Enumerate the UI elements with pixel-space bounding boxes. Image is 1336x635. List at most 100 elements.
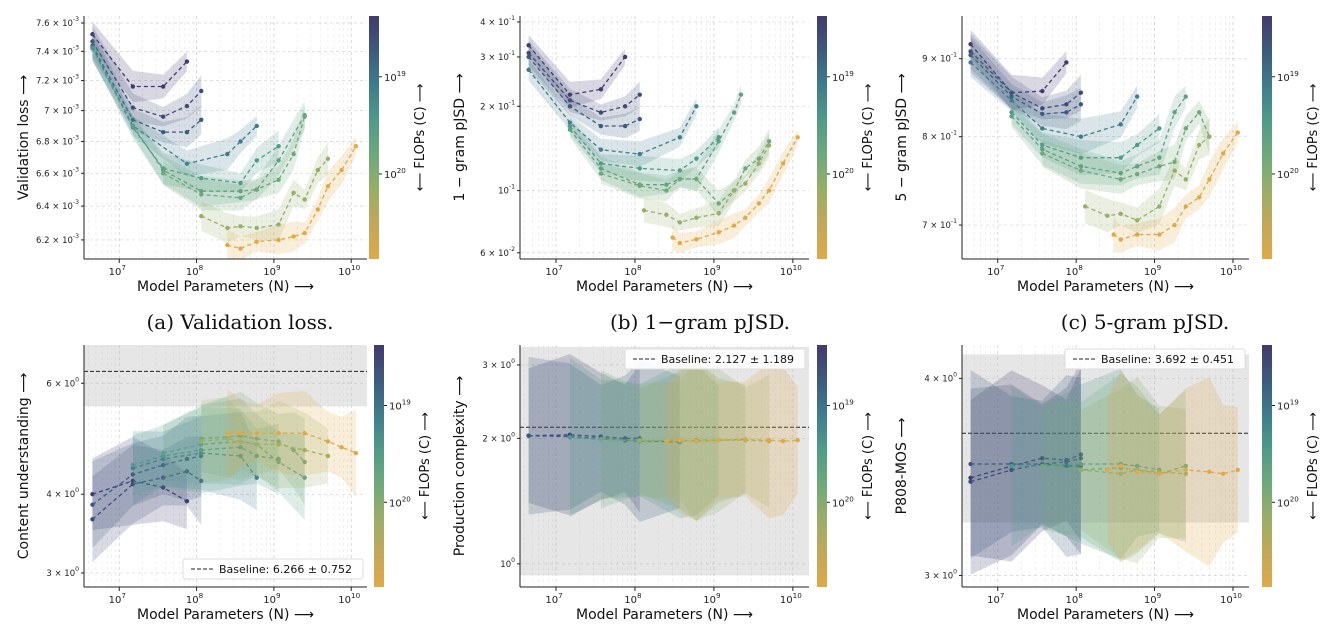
data-point <box>1040 106 1045 111</box>
data-point <box>968 49 973 54</box>
series-band <box>528 44 640 139</box>
data-point <box>637 92 642 97</box>
colorbar: 1019 1020 ⟵ FLOPs (C) ⟶ <box>1262 16 1321 259</box>
data-point <box>780 438 786 444</box>
data-point <box>1118 177 1123 182</box>
data-point <box>743 215 748 220</box>
data-point <box>622 123 628 129</box>
data-point <box>526 67 531 72</box>
data-point <box>1183 204 1188 209</box>
series-line <box>227 432 357 454</box>
data-point <box>766 139 772 144</box>
series-band <box>132 406 279 495</box>
data-point <box>1082 204 1088 209</box>
baseline-band <box>520 346 809 576</box>
y-axis-label: 5 − gram pJSD ⟶ <box>894 73 910 201</box>
data-point <box>276 222 281 227</box>
data-point <box>637 437 642 443</box>
data-point <box>160 114 166 119</box>
series-band <box>201 397 328 488</box>
data-point <box>637 183 642 189</box>
y-tick-label: 4 × 100 <box>46 487 79 500</box>
data-point <box>90 32 95 37</box>
data-point <box>254 225 259 231</box>
data-point <box>598 123 604 129</box>
data-point <box>1078 164 1084 169</box>
data-point <box>1157 204 1162 209</box>
y-tick-label: 10-1 <box>498 184 515 197</box>
x-tick-label: 108 <box>1066 591 1084 606</box>
x-tick-label: 109 <box>263 263 281 278</box>
data-point <box>254 475 259 480</box>
colorbar: 1019 1020 ⟵ FLOPs (C) ⟶ <box>374 345 433 587</box>
data-point <box>225 430 230 436</box>
x-tick-label: 1010 <box>338 263 360 278</box>
data-point <box>567 98 573 103</box>
x-tick-label: 1010 <box>780 263 802 278</box>
data-point <box>353 144 359 149</box>
colorbar-gradient <box>1262 16 1272 259</box>
data-point <box>1009 90 1014 95</box>
data-point <box>184 103 190 109</box>
data-point <box>184 469 190 474</box>
data-point <box>325 439 331 444</box>
data-point <box>1157 164 1162 169</box>
data-point <box>130 105 136 110</box>
series-band <box>528 40 640 121</box>
data-point <box>199 192 204 197</box>
data-point <box>694 176 699 182</box>
legend-box <box>1064 348 1246 370</box>
data-point <box>315 167 321 173</box>
caption-b: (b) 1−gram pJSD. <box>609 310 791 334</box>
data-point <box>1009 94 1014 99</box>
y-tick-label: 6 × 10-2 <box>480 246 515 259</box>
colorbar-gradient <box>817 345 827 587</box>
data-point <box>664 212 669 217</box>
data-point <box>1105 213 1110 218</box>
series-line <box>970 453 1082 479</box>
data-point <box>526 54 531 60</box>
data-point <box>353 450 359 456</box>
data-point <box>160 129 166 135</box>
data-point <box>291 447 296 453</box>
colorbar-label: ⟵ FLOPs (C) ⟶ <box>1306 412 1321 520</box>
data-point <box>339 444 344 450</box>
series-line <box>528 44 626 96</box>
series-line <box>1011 463 1160 471</box>
data-point <box>968 479 973 484</box>
data-point <box>567 104 573 109</box>
data-point <box>160 84 166 89</box>
data-point <box>1078 102 1084 107</box>
series-line <box>201 435 306 463</box>
data-point <box>766 143 772 148</box>
data-point <box>1040 88 1045 94</box>
data-point <box>1009 98 1014 103</box>
x-tick-label: 109 <box>703 263 721 278</box>
series-line <box>1011 96 1187 174</box>
data-point <box>1078 90 1084 95</box>
data-point <box>716 230 721 235</box>
y-tick-label: 9 × 10-1 <box>922 52 957 65</box>
y-tick-label: 2 × 100 <box>482 431 515 444</box>
series-band <box>1042 100 1210 194</box>
data-point <box>276 456 281 462</box>
data-point <box>1040 146 1045 152</box>
series-line <box>1107 465 1238 475</box>
y-tick-label: 4 × 100 <box>924 371 957 384</box>
data-point <box>199 117 204 122</box>
legend-box <box>624 348 806 370</box>
series-group <box>968 29 1240 253</box>
data-point <box>130 465 136 471</box>
colorbar-label: ⟵ FLOPs (C) ⟶ <box>861 84 876 192</box>
data-point <box>160 462 166 468</box>
series-band <box>227 389 356 497</box>
y-tick-label: 2 × 10-1 <box>480 99 515 112</box>
data-point <box>738 92 744 97</box>
colorbar-label: ⟵ FLOPs (C) ⟶ <box>413 84 428 192</box>
data-point <box>130 481 136 487</box>
data-point <box>1220 471 1226 477</box>
data-point <box>1040 111 1045 117</box>
colorbar-tick-label: 1019 <box>389 398 411 413</box>
series-band <box>92 26 202 127</box>
series-band <box>970 37 1081 130</box>
